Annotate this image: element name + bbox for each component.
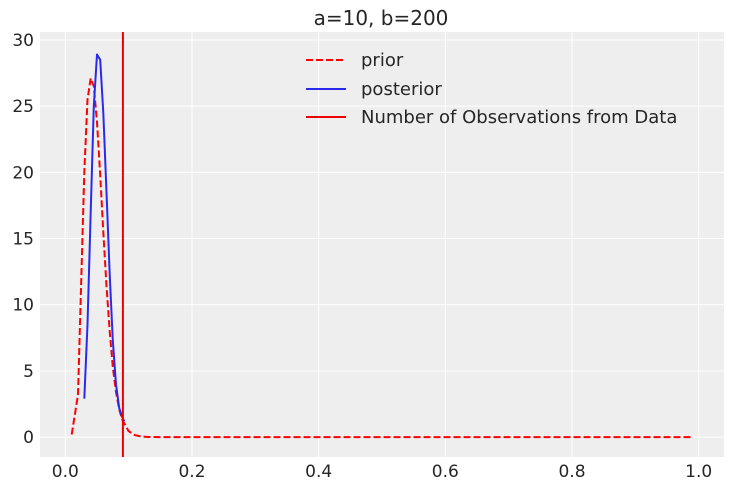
x-axis: 0.0 0.2 0.4 0.6 0.8 1.0 [52, 462, 712, 482]
y-tick-label: 10 [12, 296, 34, 316]
legend-label-observations: Number of Observations from Data [361, 107, 677, 128]
y-tick-label: 25 [12, 97, 34, 117]
y-tick-label: 20 [12, 163, 34, 183]
legend-label-prior: prior [361, 50, 404, 71]
y-tick-label: 30 [12, 31, 34, 51]
y-axis: 0 5 10 15 20 25 30 [12, 31, 34, 448]
x-tick-label: 0.2 [178, 462, 205, 482]
plot-background [40, 32, 724, 457]
legend: prior posterior Number of Observations f… [306, 50, 677, 128]
series-layer [70, 32, 693, 457]
x-tick-label: 0.4 [305, 462, 332, 482]
x-tick-label: 1.0 [685, 462, 712, 482]
series-line-posterior [83, 53, 126, 422]
chart-title: a=10, b=200 [314, 6, 449, 30]
y-tick-label: 0 [23, 428, 34, 448]
legend-label-posterior: posterior [361, 79, 442, 100]
grid [40, 32, 724, 457]
x-tick-label: 0.6 [432, 462, 459, 482]
y-tick-label: 5 [23, 362, 34, 382]
x-tick-label: 0.0 [52, 462, 79, 482]
x-tick-label: 0.8 [558, 462, 585, 482]
y-tick-label: 15 [12, 230, 34, 250]
